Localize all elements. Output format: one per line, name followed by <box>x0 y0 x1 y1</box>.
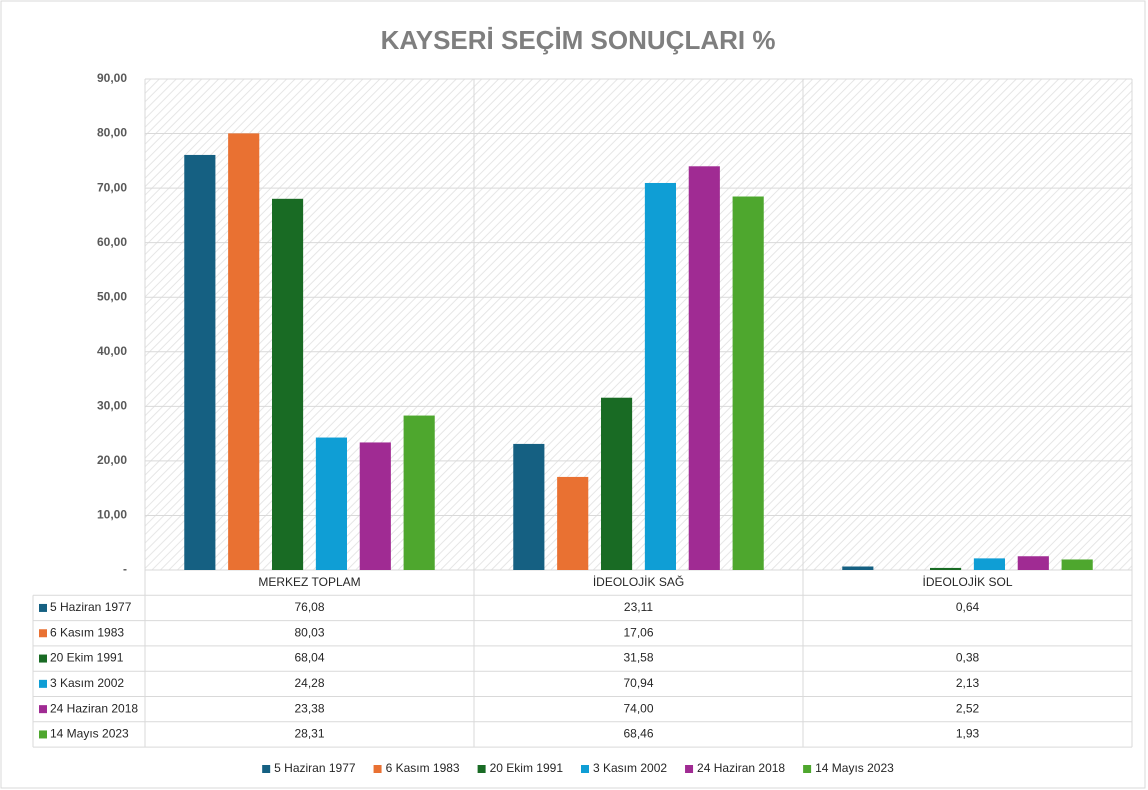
table-series-name: 24 Haziran 2018 <box>50 701 138 715</box>
table-series-name: 20 Ekim 1991 <box>50 651 124 665</box>
table-series-name: 3 Kasım 2002 <box>50 676 124 690</box>
x-tick-label: MERKEZ TOPLAM <box>258 575 360 589</box>
y-tick-label: 80,00 <box>97 126 127 140</box>
table-series-name: 14 Mayıs 2023 <box>50 727 129 741</box>
table-value: 23,38 <box>294 701 324 715</box>
bar <box>1017 556 1049 570</box>
bar <box>184 154 216 570</box>
y-tick-label: 30,00 <box>97 399 127 413</box>
table-value: 68,04 <box>294 651 324 665</box>
y-tick-label: 70,00 <box>97 180 127 194</box>
legend-label: 14 Mayıs 2023 <box>815 761 894 775</box>
bar <box>403 415 435 570</box>
table-value: 31,58 <box>623 651 653 665</box>
table-legend-key <box>39 654 47 663</box>
table-value: 80,03 <box>294 625 324 639</box>
bar <box>271 198 304 570</box>
bar <box>359 442 391 570</box>
table-value: 74,00 <box>623 701 653 715</box>
table-legend-key <box>39 603 47 612</box>
legend-key <box>373 765 382 773</box>
y-tick-label: 50,00 <box>97 289 127 303</box>
legend-key <box>477 765 486 773</box>
y-tick-label: 60,00 <box>97 235 127 249</box>
table-value: 2,52 <box>956 701 980 715</box>
table-value: 70,94 <box>623 676 653 690</box>
bar <box>557 476 589 570</box>
table-legend-key <box>39 730 47 739</box>
bar <box>732 196 764 570</box>
y-tick-label: 20,00 <box>97 453 127 467</box>
legend-label: 5 Haziran 1977 <box>274 761 356 775</box>
chart-title: KAYSERİ SEÇİM SONUÇLARI % <box>381 25 776 55</box>
bar <box>842 566 874 570</box>
table-value: 28,31 <box>294 727 324 741</box>
bar <box>315 437 348 570</box>
legend-label: 24 Haziran 2018 <box>697 761 785 775</box>
bar <box>1061 559 1093 570</box>
table-value: 0,64 <box>956 600 980 614</box>
bar <box>688 166 720 571</box>
legend-key <box>685 765 694 773</box>
table-legend-key <box>39 679 47 688</box>
x-tick-label: İDEOLOJİK SAĞ <box>593 574 684 589</box>
legend-label: 3 Kasım 2002 <box>593 761 667 775</box>
legend-label: 20 Ekim 1991 <box>490 761 564 775</box>
y-tick-label: - <box>123 562 127 576</box>
table-value: 0,38 <box>956 651 980 665</box>
bar <box>228 133 260 570</box>
legend-key <box>803 765 812 773</box>
table-value: 23,11 <box>624 600 653 614</box>
bar <box>929 567 962 570</box>
y-tick-label: 10,00 <box>97 508 127 522</box>
bar <box>973 558 1006 570</box>
y-tick-label: 40,00 <box>97 344 127 358</box>
table-value: 24,28 <box>294 676 324 690</box>
table-value: 76,08 <box>294 600 324 614</box>
table-legend-key <box>39 629 47 638</box>
bar <box>600 397 633 570</box>
bar <box>644 182 677 570</box>
legend-key <box>262 765 271 773</box>
table-value: 17,06 <box>623 625 653 639</box>
table-series-name: 5 Haziran 1977 <box>50 600 132 614</box>
legend-key <box>581 765 589 773</box>
table-value: 1,93 <box>956 727 980 741</box>
plot-area <box>145 79 1132 570</box>
y-tick-label: 90,00 <box>97 71 127 85</box>
table-value: 2,13 <box>956 676 980 690</box>
x-tick-label: İDEOLOJİK SOL <box>922 575 1012 589</box>
legend-label: 6 Kasım 1983 <box>386 761 460 775</box>
bar <box>513 443 545 570</box>
table-series-name: 6 Kasım 1983 <box>50 625 124 639</box>
table-value: 68,46 <box>623 727 653 741</box>
table-legend-key <box>39 705 47 714</box>
